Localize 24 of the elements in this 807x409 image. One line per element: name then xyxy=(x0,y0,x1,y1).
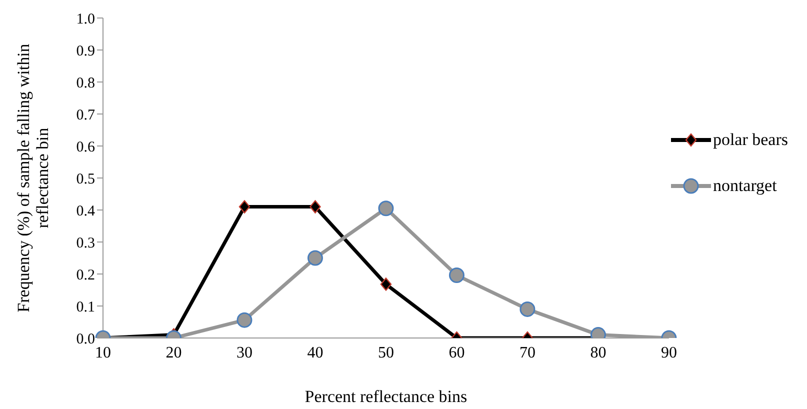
x-tick-label: 70 xyxy=(519,344,536,362)
x-tick-label: 60 xyxy=(448,344,465,362)
x-tick-label: 80 xyxy=(590,344,606,362)
y-tick-label: 0.0 xyxy=(76,331,95,348)
y-axis-title: Frequency (%) of sample falling within reflectance bin xyxy=(14,43,52,312)
x-tick-label: 90 xyxy=(660,344,677,362)
x-tick-label: 20 xyxy=(166,344,182,362)
legend-label: polar bears xyxy=(712,130,788,150)
y-tick-label: 0.2 xyxy=(76,267,95,284)
y-tick-label: 0.3 xyxy=(76,235,95,252)
y-tick-label: 0.9 xyxy=(76,43,95,60)
y-tick-label: 0.7 xyxy=(76,107,96,124)
y-tick-label: 1.0 xyxy=(76,11,95,28)
y-tick-label: 0.4 xyxy=(76,203,96,220)
x-tick-label: 40 xyxy=(307,344,324,362)
y-tick-label: 0.6 xyxy=(76,139,96,156)
x-axis-title: Percent reflectance bins xyxy=(304,387,468,406)
y-tick-label: 0.5 xyxy=(76,171,95,188)
legend-label: nontarget xyxy=(712,176,777,196)
y-tick-label: 0.8 xyxy=(76,75,95,92)
x-tick-label: 50 xyxy=(378,344,394,362)
x-tick-label: 10 xyxy=(95,344,111,362)
y-tick-label: 0.1 xyxy=(76,299,95,316)
x-tick-label: 30 xyxy=(236,344,252,362)
